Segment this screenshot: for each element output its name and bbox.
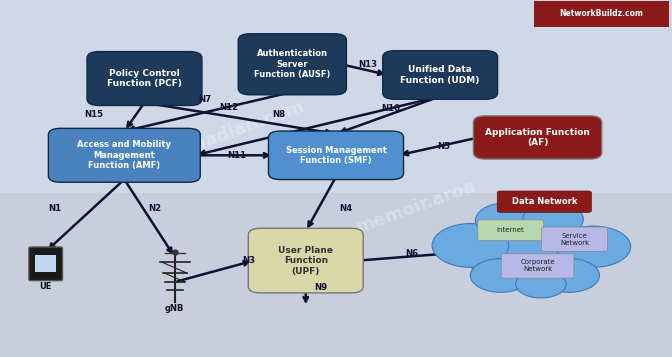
Text: N15: N15 [85, 110, 103, 119]
Ellipse shape [432, 223, 509, 267]
Ellipse shape [476, 203, 536, 238]
FancyBboxPatch shape [238, 34, 347, 95]
Text: N4: N4 [339, 204, 353, 213]
Text: N2: N2 [148, 204, 161, 213]
Text: Session Management
Function (SMF): Session Management Function (SMF) [286, 146, 386, 165]
Text: N11: N11 [227, 151, 246, 160]
Ellipse shape [539, 258, 599, 292]
Text: Authentication
Server
Function (AUSF): Authentication Server Function (AUSF) [254, 49, 331, 79]
Text: Internet: Internet [497, 227, 525, 233]
FancyBboxPatch shape [534, 1, 669, 27]
FancyBboxPatch shape [29, 247, 62, 281]
Text: Policy Control
Function (PCF): Policy Control Function (PCF) [107, 69, 182, 88]
Text: Data Network: Data Network [511, 197, 577, 206]
Ellipse shape [465, 214, 597, 289]
Text: N13: N13 [359, 60, 378, 69]
FancyBboxPatch shape [383, 51, 497, 99]
FancyBboxPatch shape [478, 220, 544, 241]
Text: memoir.aroadian.com: memoir.aroadian.com [96, 97, 307, 188]
Text: UE: UE [40, 282, 52, 291]
FancyBboxPatch shape [473, 116, 601, 159]
Ellipse shape [556, 226, 630, 267]
Text: N6: N6 [405, 249, 419, 258]
Text: Unified Data
Function (UDM): Unified Data Function (UDM) [401, 65, 480, 85]
Text: N8: N8 [272, 110, 286, 119]
FancyBboxPatch shape [542, 227, 607, 251]
FancyBboxPatch shape [249, 228, 363, 293]
Text: N10: N10 [382, 104, 401, 114]
Text: Access and Mobility
Management
Function (AMF): Access and Mobility Management Function … [77, 140, 171, 170]
Text: Service
Network: Service Network [560, 233, 589, 246]
FancyBboxPatch shape [497, 191, 591, 212]
Text: Corporate
Network: Corporate Network [520, 260, 555, 272]
Text: N12: N12 [219, 102, 238, 112]
Text: N9: N9 [314, 283, 328, 292]
FancyBboxPatch shape [0, 0, 672, 193]
Text: N5: N5 [437, 142, 450, 151]
Text: User Plane
Function
(UPF): User Plane Function (UPF) [278, 246, 333, 276]
FancyBboxPatch shape [501, 254, 574, 278]
Text: N7: N7 [198, 95, 212, 105]
Ellipse shape [516, 271, 566, 298]
FancyBboxPatch shape [35, 255, 56, 272]
Text: Application Function
(AF): Application Function (AF) [485, 128, 590, 147]
Text: gNB: gNB [165, 304, 184, 313]
FancyBboxPatch shape [268, 131, 403, 180]
FancyBboxPatch shape [87, 51, 202, 106]
Text: N1: N1 [48, 204, 62, 213]
FancyBboxPatch shape [48, 129, 200, 182]
Text: memoir.aroa: memoir.aroa [354, 177, 479, 237]
Text: NetworkBuildz.com: NetworkBuildz.com [560, 9, 643, 19]
Ellipse shape [470, 258, 531, 292]
Ellipse shape [523, 202, 583, 237]
Text: N3: N3 [242, 256, 255, 265]
